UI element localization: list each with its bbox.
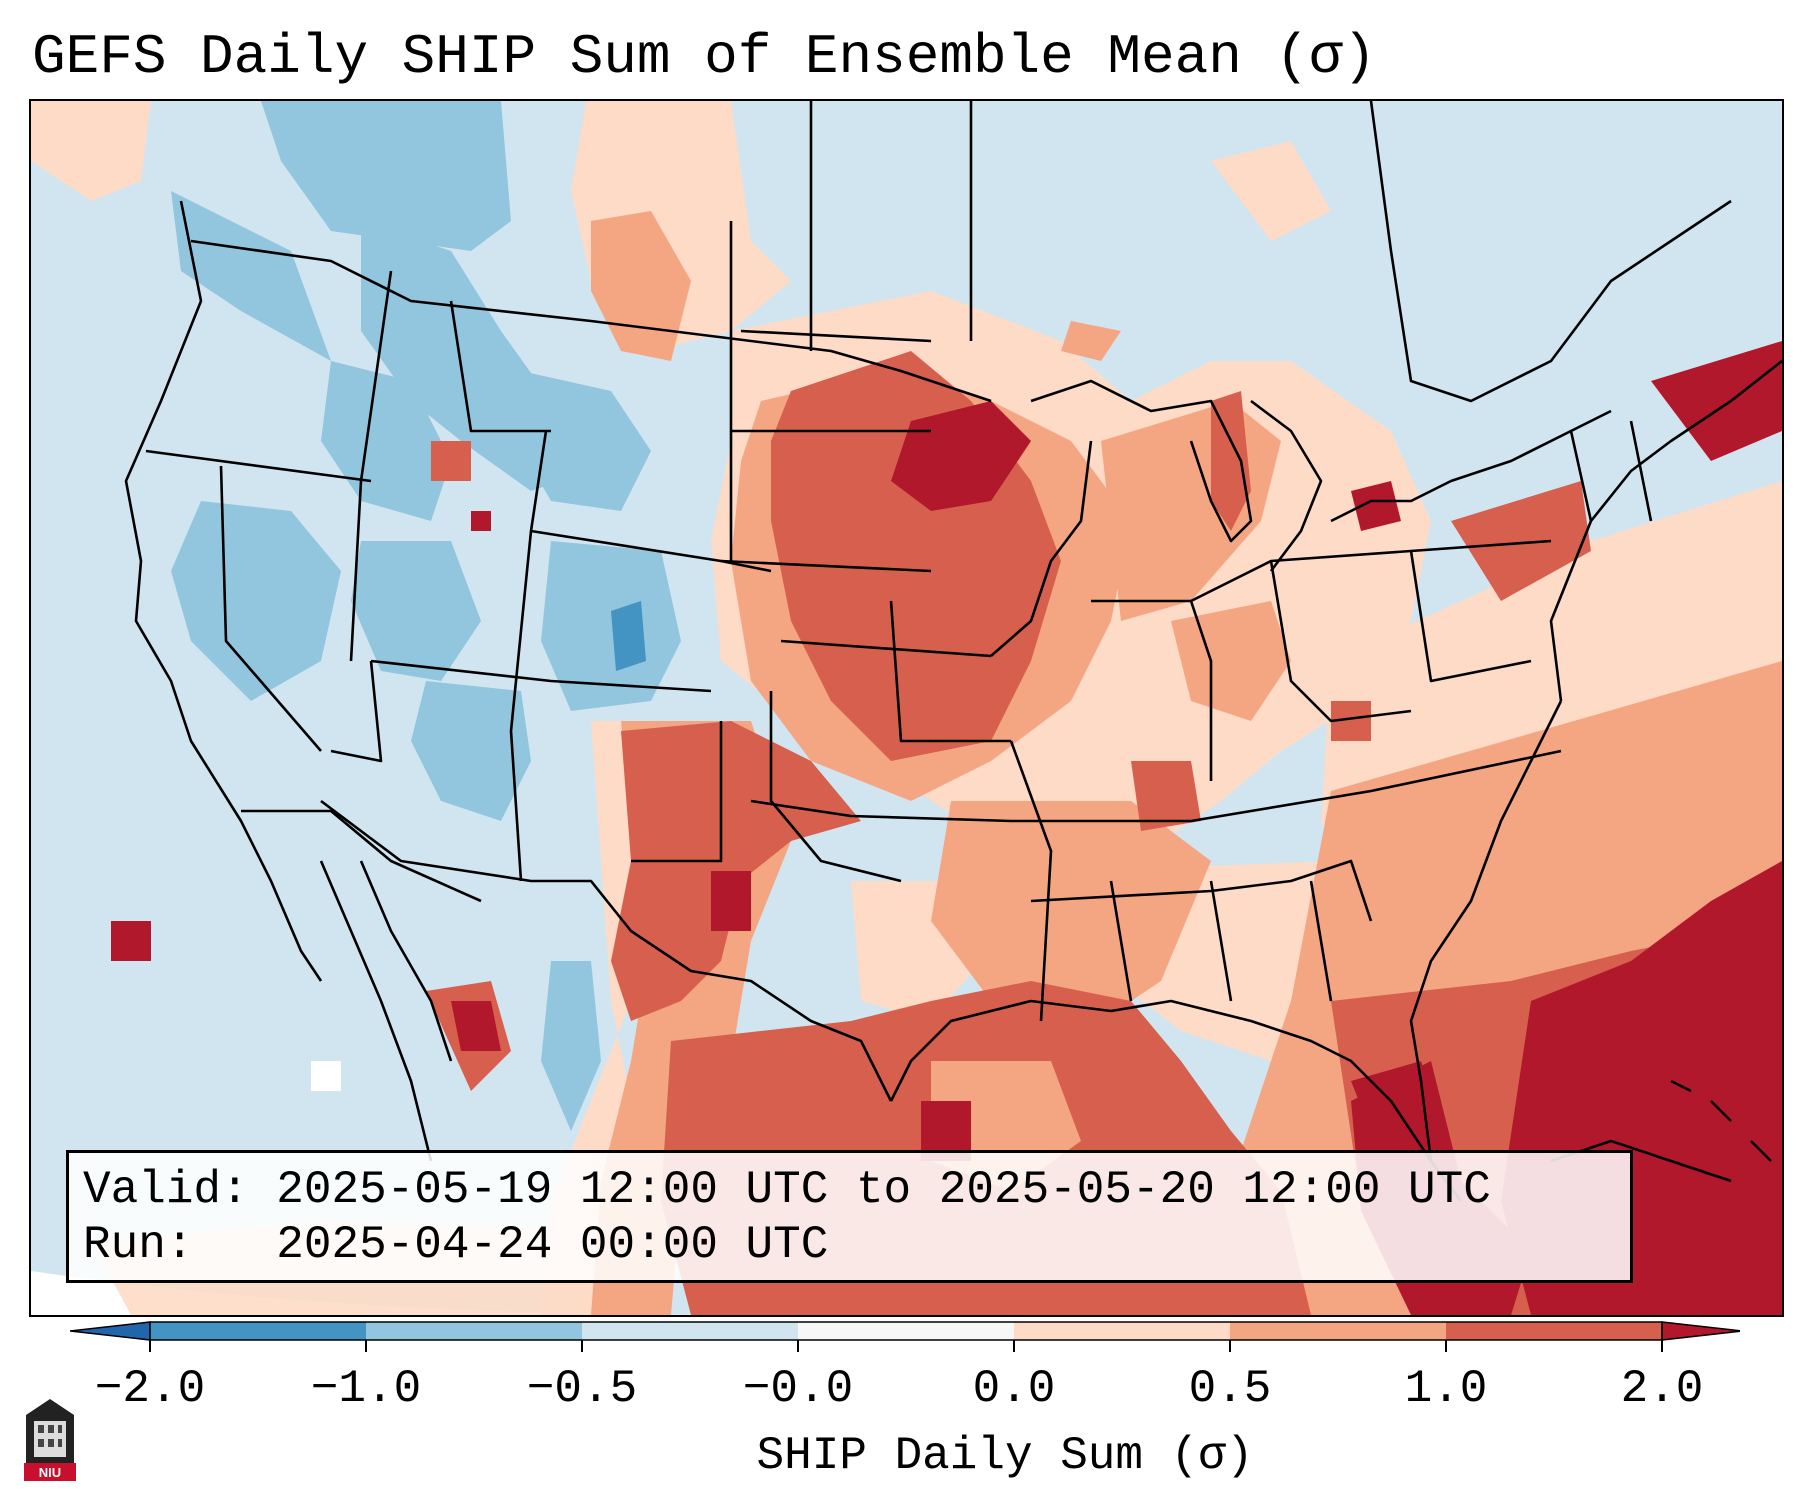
colorbar-tick-label: −0.0 — [742, 1363, 854, 1415]
colorbar-under-extension — [70, 1321, 151, 1341]
colorbar-tick-label: 1.0 — [1404, 1363, 1488, 1415]
political-boundaries — [124, 101, 1782, 1202]
colorbar-segment — [366, 1322, 582, 1340]
colorbar-segment — [798, 1322, 1014, 1340]
colorbar-segment — [150, 1322, 366, 1340]
run-label: Run: — [83, 1219, 194, 1271]
colorbar-tick-label: −0.5 — [526, 1363, 638, 1415]
colorbar-tick-label: −2.0 — [94, 1363, 206, 1415]
run-value: 2025-04-24 00:00 UTC — [276, 1219, 829, 1271]
map-panel — [29, 99, 1784, 1317]
colorbar-segment — [1446, 1322, 1662, 1340]
colorbar-tick-label: −1.0 — [310, 1363, 422, 1415]
map-title: GEFS Daily SHIP Sum of Ensemble Mean (σ) — [32, 25, 1377, 89]
colorbar-ticks — [149, 1340, 1663, 1352]
colorbar-segment — [582, 1322, 798, 1340]
colorbar-tick-label: 0.0 — [972, 1363, 1056, 1415]
valid-label: Valid: — [83, 1164, 249, 1216]
validity-info-box: Valid: 2025-05-19 12:00 UTC to 2025-05-2… — [66, 1150, 1633, 1283]
valid-value: 2025-05-19 12:00 UTC to 2025-05-20 12:00… — [276, 1164, 1491, 1216]
colorbar-segment — [1014, 1322, 1230, 1340]
colorbar-label: SHIP Daily Sum (σ) — [756, 1430, 1254, 1482]
colorbar-outline — [149, 1321, 1663, 1341]
ship-field-map — [31, 101, 1782, 1315]
colorbar — [70, 1321, 1740, 1352]
colorbar-segments — [70, 1321, 1740, 1341]
logo-text: NIU — [39, 1465, 61, 1480]
colorbar-over-extension — [1661, 1321, 1740, 1341]
niu-logo-icon: NIU — [24, 1399, 76, 1481]
colorbar-segment — [1230, 1322, 1446, 1340]
valid-line: Valid: 2025-05-19 12:00 UTC to 2025-05-2… — [83, 1163, 1616, 1218]
colorbar-tick-label: 0.5 — [1188, 1363, 1272, 1415]
lake-michigan — [1211, 391, 1251, 531]
missing-data-cell — [311, 1061, 341, 1091]
run-line: Run: 2025-04-24 00:00 UTC — [83, 1218, 1616, 1273]
colorbar-tick-label: 2.0 — [1620, 1363, 1704, 1415]
